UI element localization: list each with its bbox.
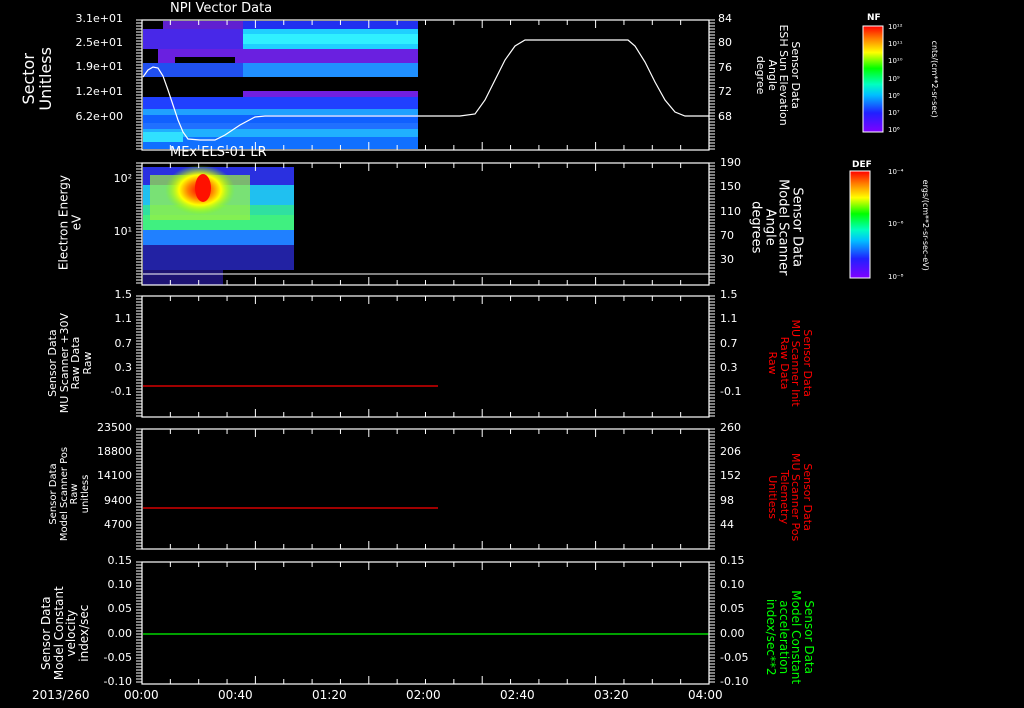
panel-1-right-ytick: 76 (718, 61, 732, 74)
panel-4-left-axis-label: Sensor Data Model Scanner Pos Raw unitle… (48, 446, 91, 542)
panel-4-ytick: 18800 (97, 445, 132, 458)
def-colorbar (849, 170, 871, 279)
time-tick: 02:00 (406, 688, 441, 702)
sun-elevation-line (142, 39, 709, 141)
panel-1-right-ytick: 68 (718, 110, 732, 123)
panel-1-ytick: 1.9e+01 (75, 60, 123, 73)
panel-4-ytick: 23500 (97, 421, 132, 434)
panel-4-right-ytick: 206 (720, 445, 741, 458)
panel-3-ytick: 1.1 (114, 312, 133, 325)
panel-5-ytick: 0.05 (107, 602, 133, 615)
panel-5-right-ytick: 0.05 (720, 602, 745, 615)
panel-2-right-ytick: 70 (720, 229, 734, 242)
panel-4-ytick: 4700 (104, 518, 132, 531)
panel-1-right-ytick: 80 (718, 36, 732, 49)
nf-colorbar-units: cnts/(cm**2-sr-sec) (930, 40, 940, 118)
panel-3-ytick: 0.3 (114, 361, 133, 374)
panel-4-right-ytick: 260 (720, 421, 741, 434)
panel-2-left-axis-label: Electron Energy eV (56, 175, 83, 271)
def-colorbar-units: ergs/(cm**2-sr-sec-eV) (921, 179, 931, 271)
panel-3-ytick: -0.1 (110, 385, 132, 398)
panel-2-ytick: 10² (113, 172, 132, 185)
panel-4-right-axis-label: Sensor Data MU Scanner Pos Telemetry Uni… (766, 452, 815, 542)
panel-2-ytick: 10¹ (113, 225, 132, 238)
panel-4-right-ytick: 152 (720, 469, 741, 482)
time-tick: 03:20 (594, 688, 629, 702)
panel-1-right-ytick: 84 (718, 12, 732, 25)
panel-5-ytick: -0.05 (103, 651, 132, 664)
panel-1-ytick: 1.2e+01 (75, 85, 123, 98)
panel-3-right-ytick: 1.1 (720, 312, 738, 325)
nf-colorbar-tick: 10¹² (888, 23, 903, 31)
nf-colorbar-title: NF (867, 13, 881, 23)
time-tick: 00:00 (124, 688, 159, 702)
panel-5-ytick: -0.10 (103, 675, 132, 688)
panel-1-ytick: 6.2e+00 (75, 110, 123, 123)
date-label: 2013/260 (32, 688, 90, 702)
panel-4-ytick: 14100 (97, 469, 132, 482)
panel-1-title: NPI Vector Data (170, 1, 273, 16)
panel-4-right-ytick: 44 (720, 518, 734, 531)
def-colorbar-title: DEF (852, 160, 872, 170)
nf-colorbar (862, 25, 884, 133)
panel-2-title: MEx ELS-01 LR (170, 145, 267, 160)
panel-2-right-ytick: 110 (720, 205, 741, 218)
panel-5-ytick: 0.15 (107, 554, 133, 567)
nf-colorbar-tick: 10⁸ (888, 92, 900, 100)
time-tick: 00:40 (218, 688, 253, 702)
npi-spectrogram (143, 21, 418, 149)
panel-1-ytick: 2.5e+01 (75, 36, 123, 49)
panel-5-left-axis-label: Sensor Data Model Constant velocity inde… (38, 586, 91, 681)
panel-4-right-ytick: 98 (720, 494, 734, 507)
panel-4-ytick: 9400 (104, 494, 132, 507)
panel-5-ytick: 0.10 (107, 578, 133, 591)
panel-1-left-axis-label: Sector Unitless (19, 47, 55, 111)
panel-2-right-ytick: 30 (720, 253, 734, 266)
time-tick: 04:00 (688, 688, 723, 702)
panel-5-right-ytick: 0.15 (720, 554, 745, 567)
def-colorbar-tick: 10⁻⁸ (888, 273, 904, 281)
nf-colorbar-tick: 10¹¹ (888, 40, 903, 48)
panel-3-ytick: 0.7 (114, 337, 133, 350)
nf-colorbar-tick: 10⁷ (888, 109, 900, 117)
panel-1-right-ytick: 72 (718, 85, 732, 98)
panel-3-ytick: 1.5 (114, 288, 133, 301)
panel-3-right-ytick: -0.1 (720, 385, 742, 398)
panel-2-right-ytick: 150 (720, 180, 741, 193)
panel-2-right-axis-label: Sensor Data Model Scanner Angle degrees (748, 179, 805, 276)
panel-3-right-ytick: 0.7 (720, 337, 738, 350)
panel-1-ytick: 3.1e+01 (75, 12, 123, 25)
panel-1-right-axis-label: Sensor Data ESH Sun Elevation Angle degr… (754, 24, 803, 126)
panel-5-right-ytick: 0.10 (720, 578, 745, 591)
panel-3-right-ytick: 0.3 (720, 361, 738, 374)
panel-2-right-ytick: 190 (720, 156, 741, 169)
panel-3-right-axis-label: Sensor Data MU Scanner Init Raw Data Raw (766, 319, 815, 407)
panel-5-ytick: 0.00 (107, 627, 133, 640)
time-tick: 02:40 (500, 688, 535, 702)
panel-5-right-ytick: 0.00 (720, 627, 745, 640)
panel-5-right-ytick: -0.05 (720, 651, 749, 664)
panel-3-right-ytick: 1.5 (720, 288, 738, 301)
panel-5-right-axis-label: Sensor Data Model Constant acceleration … (764, 590, 817, 685)
nf-colorbar-tick: 10⁹ (888, 75, 900, 83)
def-colorbar-tick: 10⁻⁶ (888, 220, 904, 228)
panel-3-left-axis-label: Sensor Data MU Scanner +30V Raw Data Raw (45, 312, 94, 414)
els-spectrogram (143, 165, 294, 285)
def-colorbar-tick: 10⁻⁴ (888, 168, 904, 176)
time-tick: 01:20 (312, 688, 347, 702)
nf-colorbar-tick: 10¹⁰ (888, 57, 903, 65)
panel-5-right-ytick: -0.10 (720, 675, 749, 688)
nf-colorbar-tick: 10⁶ (888, 126, 900, 134)
